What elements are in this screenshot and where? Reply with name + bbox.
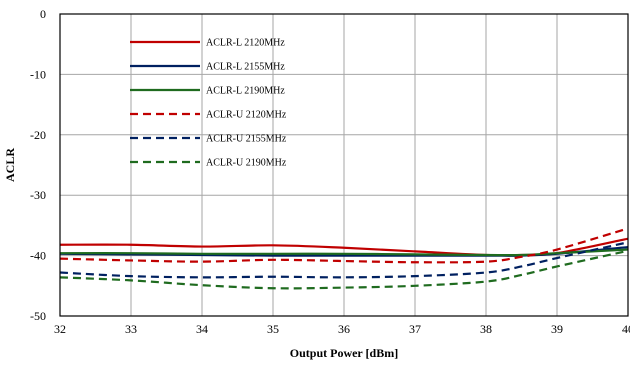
x-tick-label: 40: [622, 322, 630, 336]
x-axis-label: Output Power [dBm]: [290, 346, 398, 360]
y-axis-label: ACLR: [3, 148, 17, 182]
y-tick-label: -50: [30, 309, 46, 323]
x-tick-label: 32: [54, 322, 66, 336]
legend-label-1: ACLR-L 2120MHz: [206, 38, 285, 49]
series-line-3: [59, 248, 629, 257]
x-tick-label: 34: [196, 322, 208, 336]
legend-label-3: ACLR-L 2190MHz: [206, 86, 285, 97]
x-tick-label: 39: [551, 322, 563, 336]
legend-label-4: ACLR-U 2120MHz: [206, 110, 287, 121]
series-line-6: [59, 249, 629, 290]
x-tick-label: 36: [338, 322, 350, 336]
x-tick-label: 33: [125, 322, 137, 336]
y-tick-label: -10: [30, 67, 46, 81]
legend-label-2: ACLR-L 2155MHz: [206, 62, 285, 73]
y-tick-label: -30: [30, 188, 46, 202]
y-tick-label: -20: [30, 128, 46, 142]
y-tick-label: 0: [40, 7, 46, 21]
x-tick-label: 37: [409, 322, 421, 336]
plot-border: [59, 13, 629, 317]
legend-label-5: ACLR-U 2155MHz: [206, 134, 287, 145]
x-tick-label: 38: [480, 322, 492, 336]
y-tick-label: -40: [30, 249, 46, 263]
legend-label-6: ACLR-U 2190MHz: [206, 158, 287, 169]
x-tick-label: 35: [267, 322, 279, 336]
